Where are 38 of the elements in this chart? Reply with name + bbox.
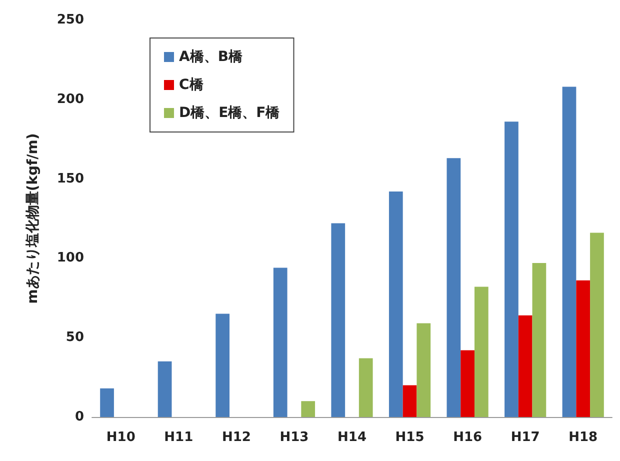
legend-label: A橋、B橋 [179,49,244,65]
bar [273,268,288,417]
bar [518,315,532,417]
bar [216,314,230,417]
x-tick-label: H12 [222,430,251,445]
x-tick-label: H16 [453,430,482,445]
bar [562,86,576,417]
x-tick-label: H15 [395,430,424,445]
bar [576,280,590,417]
bar [532,262,546,417]
y-tick-label: 250 [56,12,84,28]
bar [460,350,474,417]
x-tick-label: H14 [338,430,366,445]
bar [388,192,403,417]
bar [416,323,431,417]
bar [158,361,172,417]
bar [402,385,417,417]
y-tick-label: 150 [56,171,84,186]
x-tick-label: H11 [164,430,194,445]
bar [358,358,373,417]
x-tick-label: H18 [568,430,598,445]
y-tick-label: 0 [74,410,84,424]
bar [100,388,114,417]
bar [301,401,316,417]
y-tick-label: 100 [56,250,84,266]
x-tick-label: H13 [280,430,309,445]
bar [590,232,604,417]
legend-label: C橋 [179,77,204,93]
bar [446,158,461,417]
bar [504,122,518,417]
x-tick-label: H17 [510,430,540,445]
bar [474,286,488,417]
y-tick-label: 50 [66,330,84,346]
bar [331,223,346,417]
x-tick-label: H10 [106,430,136,445]
y-axis-title: mあたり塩化物量(kgf/m) [25,133,41,304]
y-tick-label: 200 [56,92,84,107]
legend-label: D橋、E橋、F橋 [179,105,281,121]
